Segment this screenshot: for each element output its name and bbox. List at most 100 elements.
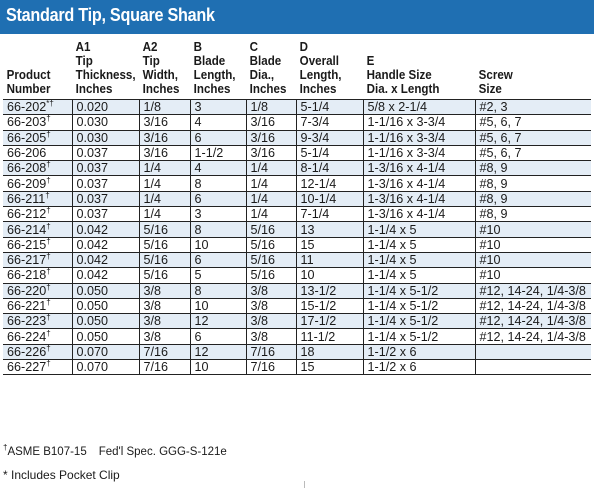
cell-c: 5/16	[246, 267, 297, 284]
cell-e: 1-1/16 x 3-3/4	[363, 144, 476, 161]
cell-b: 6	[190, 328, 247, 345]
cell-a2: 1/4	[139, 160, 191, 176]
col-header-d: D Overall Length, Inches	[299, 40, 342, 96]
cell-e: 1-1/2 x 6	[363, 359, 476, 376]
cell-b: 8	[190, 175, 247, 192]
cell-c: 3/16	[246, 114, 297, 131]
cell-a1: 0.037	[72, 206, 140, 222]
table-row: 66-215† 0.042 5/16 10 5/16 15 1-1/4 x 5 #10	[3, 236, 591, 253]
footnote-mark: †	[46, 313, 51, 323]
cell-b: 10	[190, 297, 247, 314]
col-header-c: C Blade Dia., Inches	[249, 40, 287, 96]
footnote-mark: †	[45, 190, 50, 200]
cell-d: 8-1/4	[296, 160, 364, 176]
col-header-e: E Handle Size Dia. x Length	[366, 54, 440, 96]
table-row: 66-214† 0.042 5/16 8 5/16 13 1-1/4 x 5 #10	[3, 221, 591, 238]
table-row: 66-209† 0.037 1/4 8 1/4 12-1/4 1-3/16 x 4-1/4 #…	[3, 175, 591, 192]
cell-a1: 0.042	[72, 251, 140, 268]
product-number-cell: 66-223†	[3, 313, 73, 329]
product-number-cell: 66-209†	[3, 175, 73, 192]
cell-b: 6	[190, 190, 247, 207]
title-bar: Standard Tip, Square Shank	[0, 0, 594, 34]
cell-e: 5/8 x 2-1/4	[363, 98, 476, 115]
product-number: 66-209	[7, 176, 47, 191]
cell-a1: 0.070	[72, 359, 140, 376]
cell-c: 5/16	[246, 236, 297, 253]
product-number: 66-218	[7, 268, 47, 283]
cell-d: 11-1/2	[296, 328, 364, 345]
dagger-mark: †	[3, 443, 8, 453]
fed-spec-note: Fed'l Spec. GGG-S-121e	[98, 446, 227, 458]
cell-b: 1-1/2	[190, 144, 247, 161]
cell-a1: 0.037	[72, 160, 140, 176]
product-number: 66-211	[7, 191, 46, 206]
cell-a1: 0.030	[72, 129, 140, 146]
cell-c: 5/16	[246, 251, 297, 268]
product-number-cell: 66-205†	[3, 129, 73, 146]
table-row: 66-206 0.037 3/16 1-1/2 3/16 5-1/4 1-1/16 x 3-…	[3, 144, 591, 161]
cell-c: 3/8	[246, 313, 297, 329]
cell-d: 18	[296, 343, 364, 360]
product-number-cell: 66-218†	[3, 267, 73, 284]
product-number-cell: 66-208†	[3, 160, 73, 176]
product-number: 66-205	[7, 130, 47, 145]
footnote-mark: *†	[46, 98, 54, 108]
footnote-mark: †	[46, 359, 51, 368]
cell-screw: #12, 14-24, 1/4-3/8	[475, 328, 591, 345]
product-number-cell: 66-221†	[3, 297, 73, 314]
cell-c: 1/4	[246, 160, 297, 176]
cell-a2: 3/8	[139, 328, 191, 345]
cell-a1: 0.050	[72, 282, 140, 299]
footnote-mark: †	[46, 297, 51, 307]
cell-b: 4	[190, 160, 247, 176]
cell-screw: #10	[475, 236, 591, 253]
divider	[304, 481, 305, 488]
cell-c: 1/4	[246, 190, 297, 207]
product-number-cell: 66-212†	[3, 206, 73, 222]
cell-screw: #2, 3	[475, 98, 591, 115]
cell-screw: #10	[475, 267, 591, 284]
cell-e: 1-1/4 x 5-1/2	[363, 313, 476, 329]
cell-screw: #8, 9	[475, 206, 591, 222]
cell-d: 10-1/4	[296, 190, 364, 207]
product-number: 66-221	[7, 299, 47, 313]
table-row: 66-202*† 0.020 1/8 3 1/8 5-1/4 5/8 x 2-1/4 #2, …	[3, 98, 591, 115]
footnote-mark: †	[46, 175, 51, 185]
table-row: 66-223† 0.050 3/8 12 3/8 17-1/2 1-1/4 x 5-1/2 #…	[3, 313, 591, 329]
product-number: 66-202	[7, 100, 47, 115]
cell-c: 3/8	[246, 328, 297, 345]
cell-c: 7/16	[246, 343, 297, 360]
header-row: Product Number A1 Tip Thickness, Inches …	[3, 34, 591, 100]
table-row: 66-217† 0.042 5/16 6 5/16 11 1-1/4 x 5 #10	[3, 251, 591, 268]
table-row: 66-220† 0.050 3/8 8 3/8 13-1/2 1-1/4 x 5-1/2 #1…	[3, 282, 591, 299]
cell-e: 1-1/4 x 5	[363, 236, 476, 253]
cell-b: 12	[190, 313, 247, 329]
cell-d: 9-3/4	[296, 129, 364, 146]
footnote-mark: †	[46, 343, 51, 353]
cell-a2: 1/8	[139, 98, 191, 115]
cell-a2: 7/16	[139, 343, 191, 360]
cell-b: 6	[190, 251, 247, 268]
table-row: 66-208† 0.037 1/4 4 1/4 8-1/4 1-3/16 x 4-1/4 #8…	[3, 160, 591, 176]
cell-e: 1-1/16 x 3-3/4	[363, 114, 476, 131]
asme-note: ASME B107-15	[7, 446, 87, 458]
product-number: 66-223	[7, 314, 47, 329]
footnote-mark: †	[46, 206, 51, 216]
product-number: 66-217	[7, 253, 47, 268]
cell-a1: 0.070	[72, 343, 140, 360]
cell-e: 1-3/16 x 4-1/4	[363, 190, 476, 207]
cell-b: 10	[190, 359, 247, 376]
product-number-cell: 66-226†	[3, 343, 73, 360]
cell-a1: 0.037	[72, 190, 140, 207]
cell-a1: 0.037	[72, 175, 140, 192]
cell-screw: #5, 6, 7	[475, 129, 591, 146]
cell-e: 1-1/4 x 5-1/2	[363, 297, 476, 314]
cell-c: 3/8	[246, 282, 297, 299]
cell-a2: 5/16	[139, 267, 191, 284]
cell-a2: 5/16	[139, 236, 191, 253]
cell-c: 1/8	[246, 98, 297, 115]
col-header-product: Product Number	[6, 68, 51, 96]
cell-c: 1/4	[246, 206, 297, 222]
product-number: 66-212	[7, 207, 47, 222]
footnote-mark: †	[46, 236, 51, 246]
